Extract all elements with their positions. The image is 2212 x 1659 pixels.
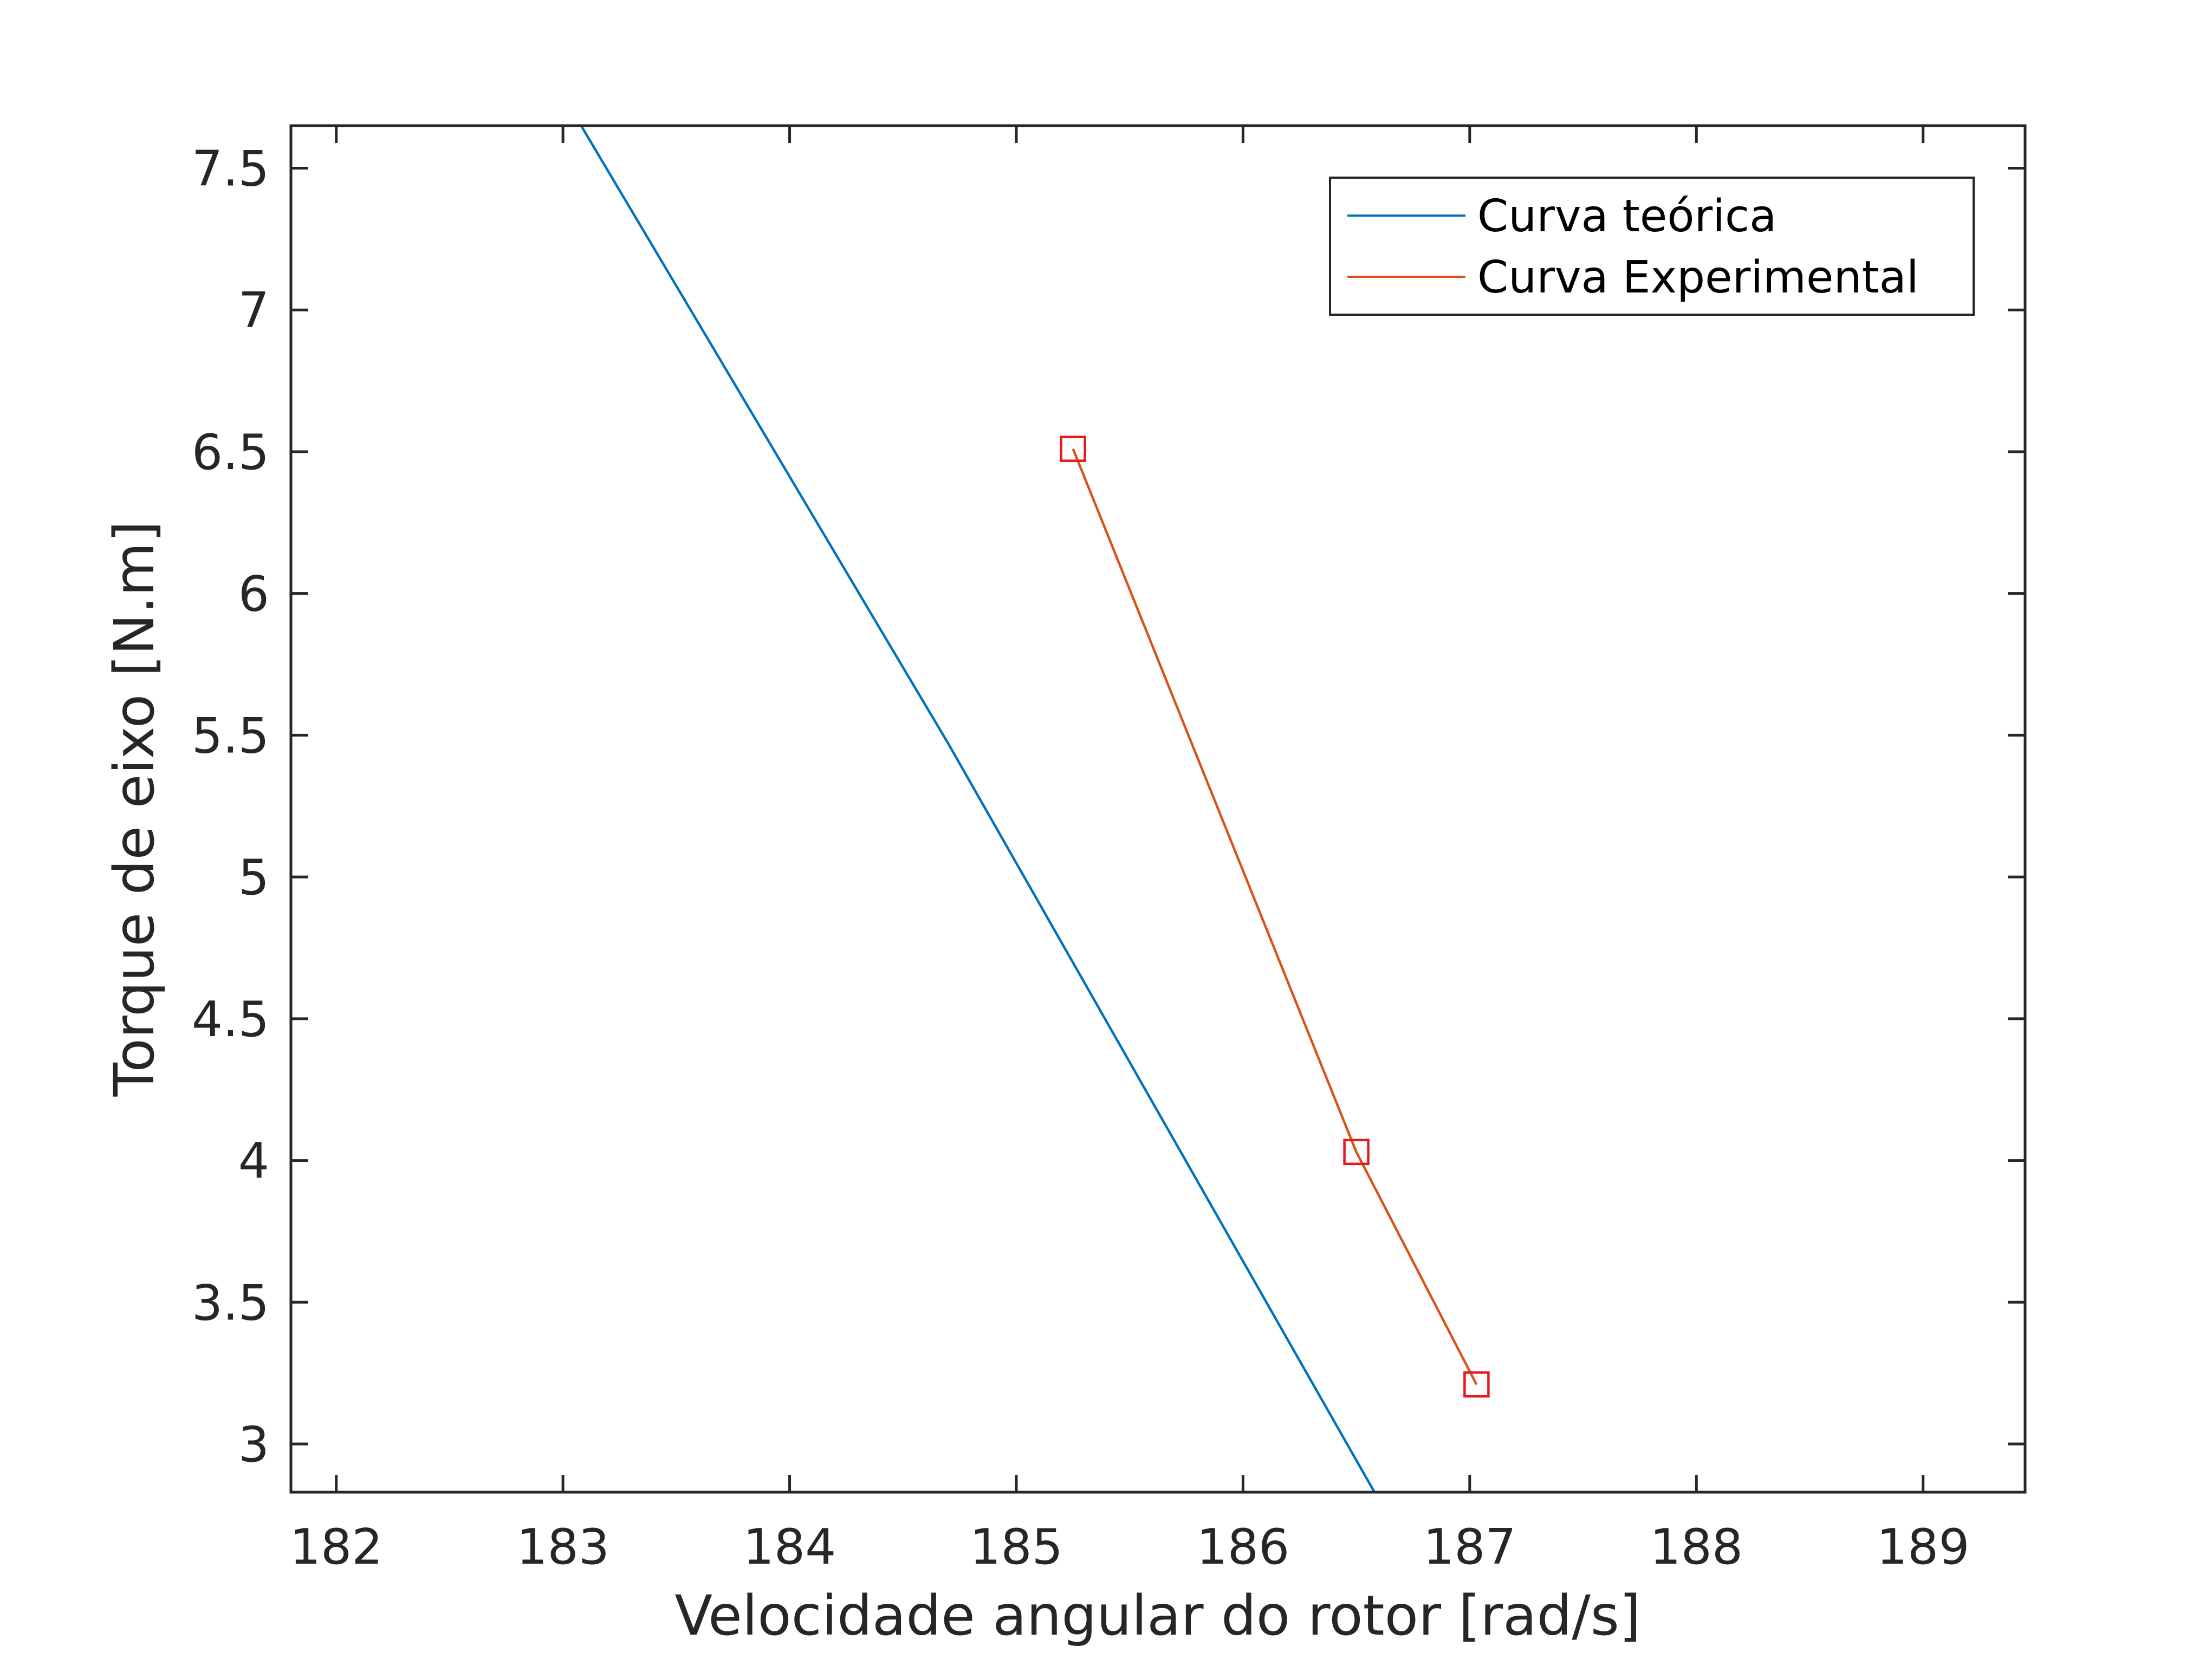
y-tick-label: 3 xyxy=(238,1416,269,1473)
data-point-marker xyxy=(1463,1371,1490,1398)
y-tick-label: 4.5 xyxy=(192,991,269,1048)
y-tick-label: 4 xyxy=(238,1133,269,1190)
legend: Curva teórica Curva Experimental xyxy=(1329,177,1975,316)
plot-area xyxy=(291,126,2025,1492)
data-point-marker xyxy=(1343,1138,1370,1166)
x-tick-label: 184 xyxy=(743,1519,836,1576)
tick-labels-layer: 182 183 184 185 186 187 188 189 3 3.5 4 4.5 5 5.5 6 6.5… xyxy=(192,141,1970,1576)
y-tick-label: 6 xyxy=(238,566,269,623)
y-tick-label: 5.5 xyxy=(192,707,269,764)
y-tick-label: 3.5 xyxy=(192,1274,269,1331)
x-axis-label: Velocidade angular do rotor [rad/s] xyxy=(674,1584,1640,1648)
y-tick-label: 7 xyxy=(238,282,269,339)
x-tick-label: 187 xyxy=(1423,1519,1516,1576)
series-layer xyxy=(580,126,1490,1492)
series-line-1 xyxy=(1072,448,1478,1385)
legend-label-experimental: Curva Experimental xyxy=(1477,252,1919,303)
plot-frame xyxy=(289,124,2027,1494)
legend-box xyxy=(1329,177,1975,316)
x-tick-label: 185 xyxy=(970,1519,1063,1576)
data-point-marker xyxy=(1060,435,1086,462)
y-tick-label: 7.5 xyxy=(192,141,269,198)
ticks-layer xyxy=(291,126,2025,1492)
x-tick-label: 186 xyxy=(1197,1519,1290,1576)
x-tick-label: 188 xyxy=(1650,1519,1743,1576)
y-tick-label: 5 xyxy=(238,849,269,906)
legend-label-teorica: Curva teórica xyxy=(1477,191,1776,242)
x-tick-label: 182 xyxy=(290,1519,383,1576)
x-tick-label: 189 xyxy=(1877,1519,1970,1576)
y-axis-label: Torque de eixo [N.m] xyxy=(102,521,167,1097)
y-tick-label: 6.5 xyxy=(192,424,269,481)
series-line-0 xyxy=(580,126,1376,1492)
x-tick-label: 183 xyxy=(516,1519,609,1576)
